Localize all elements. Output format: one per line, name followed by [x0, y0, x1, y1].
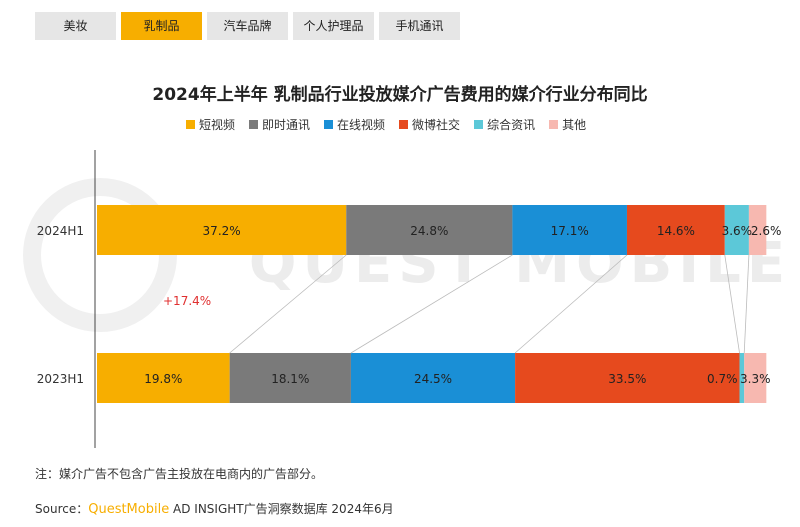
legend-swatch	[249, 120, 259, 129]
connector-line	[743, 254, 750, 354]
connector-line	[229, 254, 347, 354]
tab-auto-brand[interactable]: 汽车品牌	[207, 12, 288, 40]
data-label: 17.1%	[551, 224, 589, 238]
tab-mobile-comm[interactable]: 手机通讯	[379, 12, 460, 40]
data-label: 2.6%	[751, 224, 782, 238]
connector-line	[514, 254, 628, 354]
bar-segment	[346, 205, 513, 255]
data-label: 24.8%	[410, 224, 448, 238]
legend-label: 短视频	[199, 118, 236, 132]
legend-label: 综合资讯	[487, 118, 536, 132]
data-label: 3.3%	[740, 372, 771, 386]
source-prefix: Source：	[35, 502, 89, 516]
bar-segment	[512, 205, 627, 255]
bar-segment	[515, 353, 740, 403]
growth-annotation: +17.4%	[163, 294, 211, 308]
legend-item: 其他	[549, 116, 586, 133]
data-label: 19.8%	[144, 372, 182, 386]
category-label: 2023H1	[37, 372, 84, 386]
bar-segment	[626, 205, 725, 255]
category-label: 2024H1	[37, 224, 84, 238]
source-rest: AD INSIGHT广告洞察数据库 2024年6月	[169, 502, 394, 516]
connector-line	[724, 254, 740, 354]
legend-swatch	[549, 120, 559, 129]
legend-item: 即时通讯	[249, 116, 310, 133]
bar-segment	[97, 205, 347, 255]
data-label: 0.7%	[707, 372, 738, 386]
data-label: 14.6%	[657, 224, 695, 238]
legend-label: 其他	[562, 118, 587, 132]
legend-item: 在线视频	[324, 116, 385, 133]
data-label: 18.1%	[271, 372, 309, 386]
tab-makeup[interactable]: 美妆	[35, 12, 116, 40]
source-line: Source：QuestMobile AD INSIGHT广告洞察数据库 202…	[35, 500, 394, 517]
connector-line	[350, 254, 513, 354]
legend-label: 即时通讯	[262, 118, 311, 132]
legend-swatch	[399, 120, 409, 129]
chart-title: 2024年上半年 乳制品行业投放媒介广告费用的媒介行业分布同比	[152, 85, 648, 105]
data-label: 3.6%	[722, 224, 753, 238]
legend-swatch	[186, 120, 195, 129]
data-label: 24.5%	[414, 372, 452, 386]
legend-item: 微博社交	[399, 116, 460, 133]
category-tabs: 美妆 乳制品 汽车品牌 个人护理品 手机通讯	[35, 12, 460, 40]
footnote: 注：媒介广告不包含广告主投放在电商内的广告部分。	[35, 467, 324, 481]
data-label: 37.2%	[203, 224, 241, 238]
bar-segment	[97, 353, 230, 403]
tab-personal-care[interactable]: 个人护理品	[293, 12, 374, 40]
bar-segment	[229, 353, 351, 403]
bar-segment	[739, 353, 745, 403]
bar-segment	[748, 205, 767, 255]
legend-item: 综合资讯	[474, 116, 535, 133]
chart-legend: 短视频 即时通讯 在线视频 微博社交 综合资讯 其他	[186, 116, 586, 133]
legend-swatch	[474, 120, 484, 129]
legend-item: 短视频	[186, 116, 235, 133]
bar-segment	[350, 353, 516, 403]
legend-swatch	[324, 120, 334, 129]
legend-label: 微博社交	[412, 118, 461, 132]
source-brand: QuestMobile	[88, 502, 170, 517]
bar-segment	[724, 205, 749, 255]
bar-segment	[744, 353, 767, 403]
legend-label: 在线视频	[337, 118, 386, 132]
tab-dairy[interactable]: 乳制品	[121, 12, 202, 40]
data-label: 33.5%	[608, 372, 646, 386]
